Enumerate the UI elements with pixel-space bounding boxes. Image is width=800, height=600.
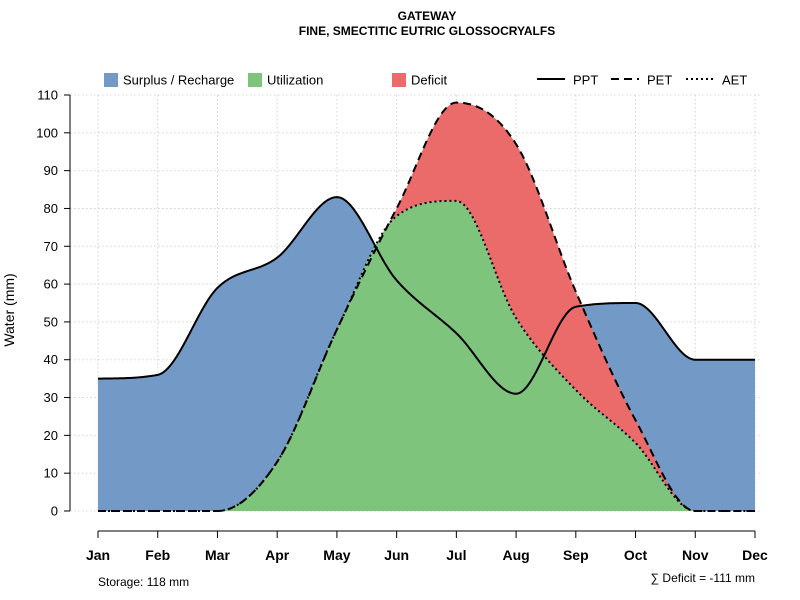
y-tick-label: 40 bbox=[44, 352, 58, 367]
y-tick-label: 0 bbox=[51, 504, 58, 519]
legend-label: PET bbox=[647, 73, 672, 88]
utilization-area bbox=[98, 200, 755, 511]
y-tick-label: 100 bbox=[36, 125, 58, 140]
y-tick-label: 20 bbox=[44, 428, 58, 443]
areas bbox=[98, 102, 755, 512]
y-axis-label: Water (mm) bbox=[1, 273, 17, 346]
legend-label: Surplus / Recharge bbox=[123, 73, 234, 88]
chart-title: GATEWAY bbox=[398, 9, 457, 23]
legend: Surplus / Recharge Utilization Deficit PPT P… bbox=[104, 73, 747, 88]
series-lines bbox=[97, 101, 755, 512]
legend-label: Utilization bbox=[267, 73, 323, 88]
legend-label: Deficit bbox=[411, 73, 448, 88]
storage-note: Storage: 118 mm bbox=[98, 575, 189, 589]
x-tick-label: Oct bbox=[624, 547, 648, 563]
chart-subtitle: FINE, SMECTITIC EUTRIC GLOSSOCRYALFS bbox=[299, 24, 555, 38]
series-line-pet bbox=[98, 101, 755, 512]
x-tick-label: Mar bbox=[205, 547, 230, 563]
y-tick-label: 60 bbox=[44, 277, 58, 292]
y-tick-label: 70 bbox=[44, 239, 58, 254]
y-tick-label: 50 bbox=[44, 314, 58, 329]
x-tick-label: Jun bbox=[384, 547, 409, 563]
x-tick-label: Aug bbox=[502, 547, 529, 563]
x-tick-label: Jul bbox=[446, 547, 466, 563]
x-tick-label: Jan bbox=[86, 547, 110, 563]
y-tick-label: 10 bbox=[44, 466, 58, 481]
x-tick-label: Feb bbox=[145, 547, 170, 563]
deficit-area bbox=[98, 102, 755, 511]
legend-swatch bbox=[392, 73, 406, 87]
series-line-aet bbox=[98, 199, 755, 512]
legend-label: AET bbox=[722, 73, 747, 88]
y-tick-label: 110 bbox=[37, 88, 58, 103]
y-tick-label: 30 bbox=[44, 390, 58, 405]
x-tick-label: May bbox=[323, 547, 350, 563]
x-tick-label: Sep bbox=[563, 547, 589, 563]
x-tick-label: Dec bbox=[742, 547, 768, 563]
deficit-note: ∑ Deficit = -111 mm bbox=[651, 571, 755, 585]
legend-swatch bbox=[104, 73, 118, 87]
y-tick-label: 90 bbox=[44, 163, 58, 178]
x-tick-label: Nov bbox=[682, 547, 709, 563]
legend-label: PPT bbox=[573, 73, 598, 88]
surplus-area bbox=[98, 197, 755, 512]
axes: 0 10 20 30 40 50 60 70 80 90 100 110 Jan Feb Mar Apr May… bbox=[36, 88, 768, 564]
y-tick-label: 80 bbox=[44, 201, 58, 216]
x-tick-label: Apr bbox=[265, 547, 290, 563]
legend-swatch bbox=[248, 73, 262, 87]
series-line-ppt bbox=[97, 196, 755, 395]
